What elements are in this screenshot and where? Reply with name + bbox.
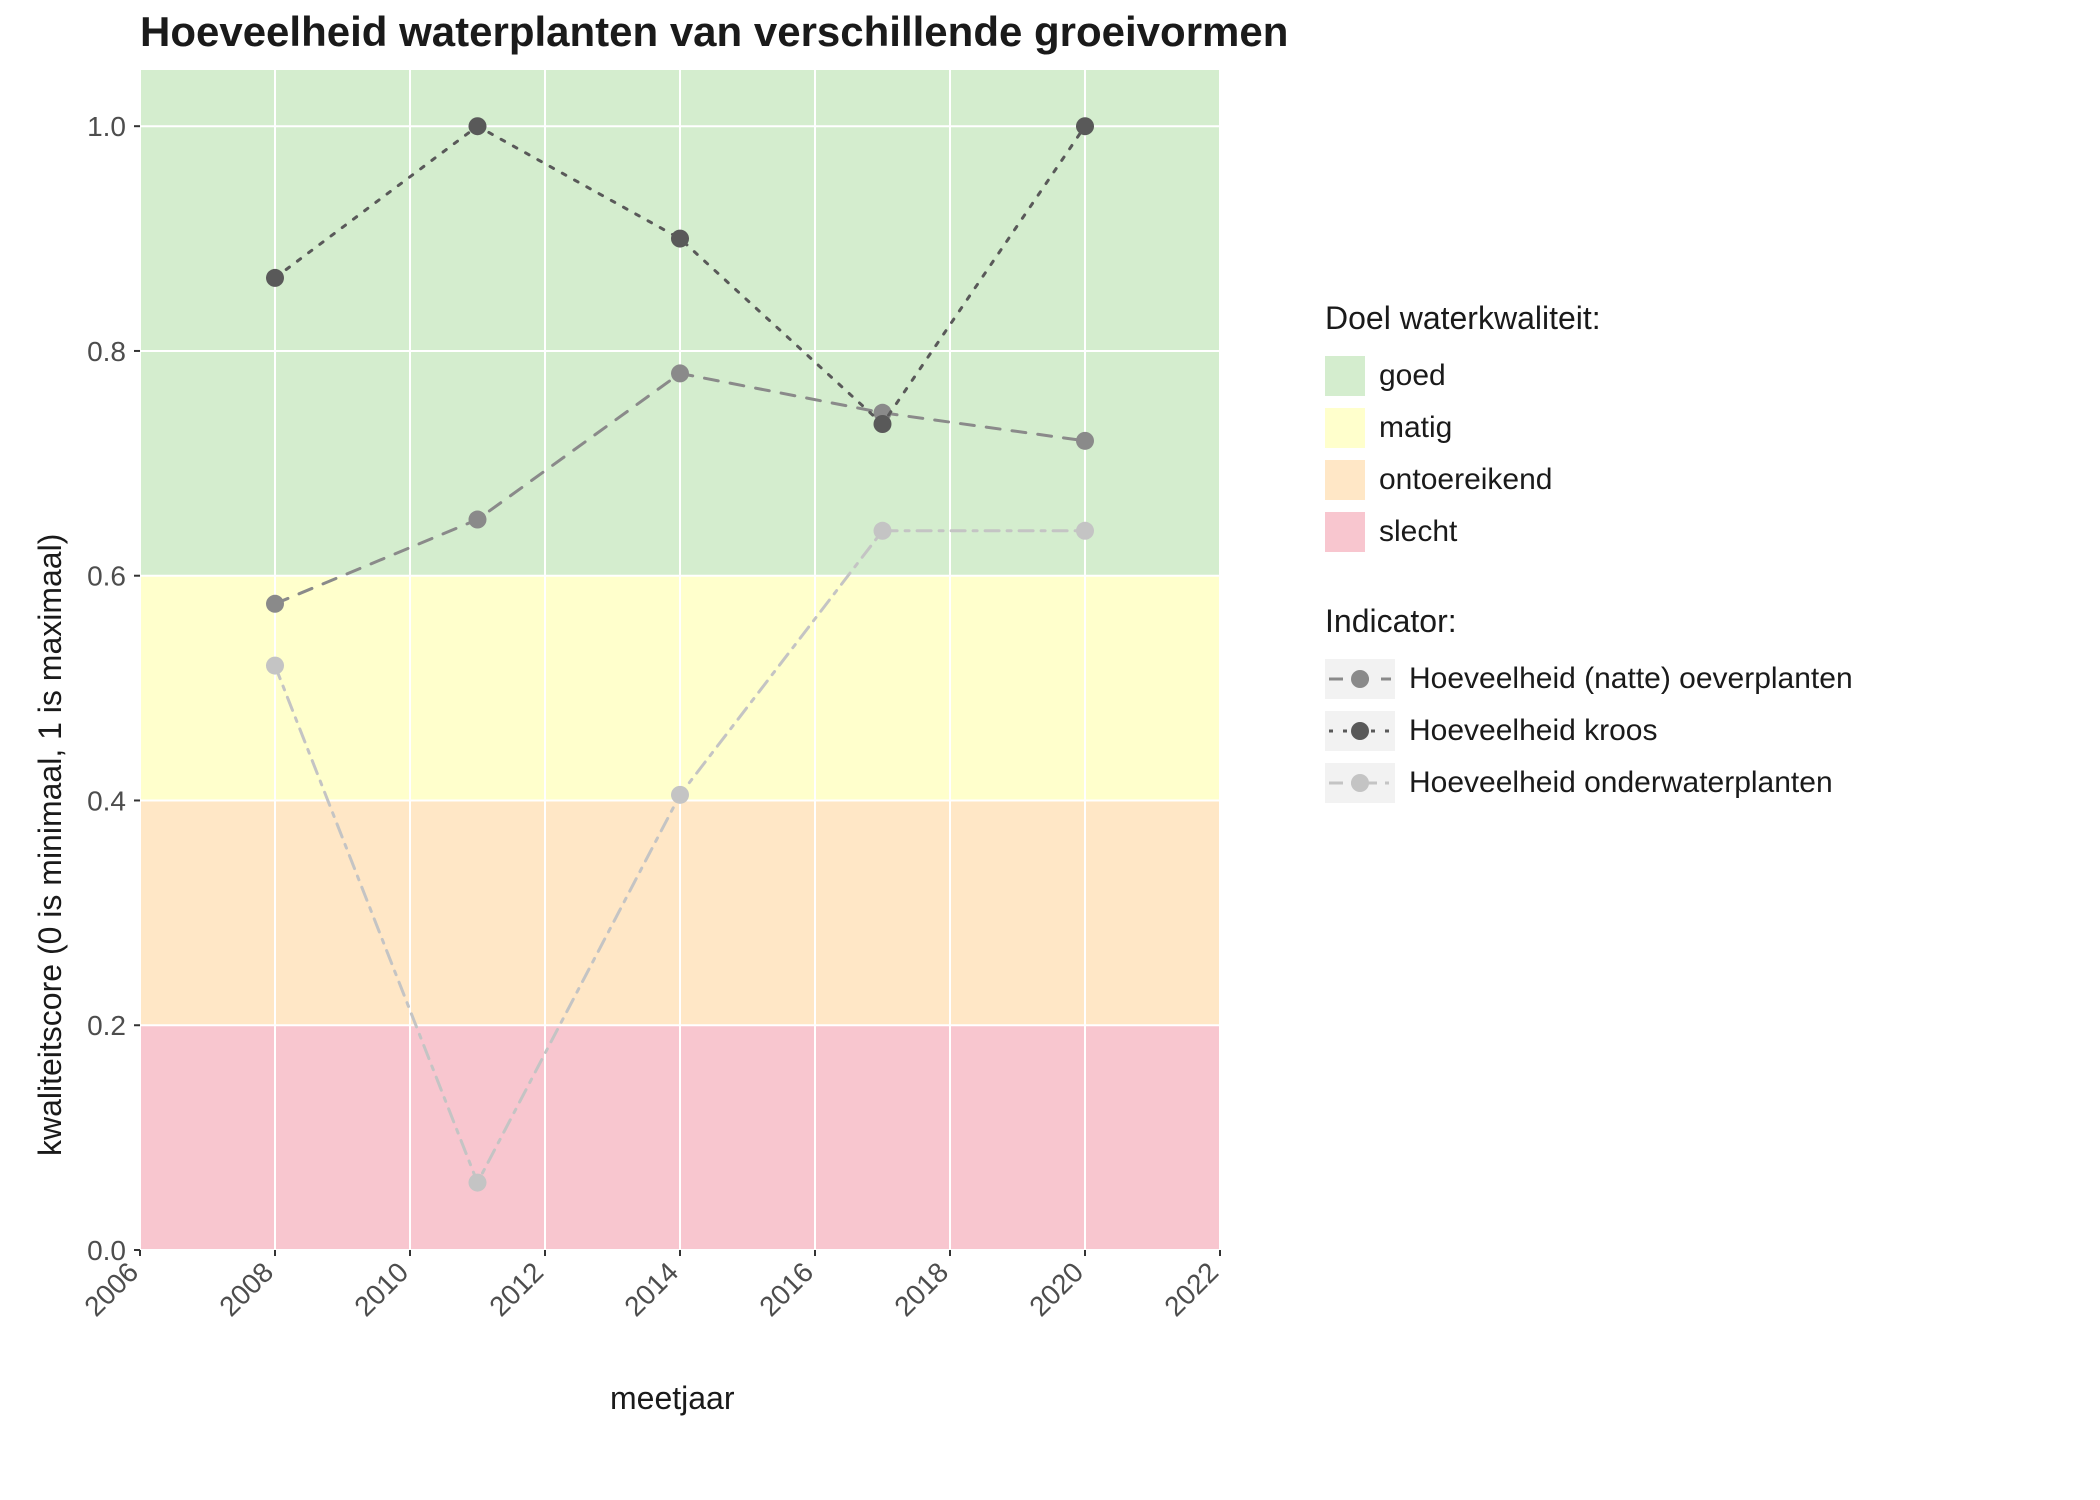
ytick-label: 0.4 xyxy=(87,785,126,816)
chart-container: Hoeveelheid waterplanten van verschillen… xyxy=(0,0,2100,1500)
legend-series-label: Hoeveelheid kroos xyxy=(1409,714,1657,748)
ytick-label: 0.6 xyxy=(87,561,126,592)
point-onderwaterplanten xyxy=(874,522,892,540)
point-kroos xyxy=(671,230,689,248)
legend-marker xyxy=(1325,659,1395,699)
legend: Doel waterkwaliteit: goed matig ontoereike… xyxy=(1325,300,1853,854)
legend-series: Indicator: Hoeveelheid (natte) oeverplan… xyxy=(1325,603,1853,804)
legend-swatch xyxy=(1325,356,1365,396)
legend-band-goed: goed xyxy=(1325,355,1853,397)
xtick-label: 2016 xyxy=(753,1256,819,1322)
point-oeverplanten xyxy=(469,511,487,529)
legend-band-matig: matig xyxy=(1325,407,1853,449)
point-kroos xyxy=(266,269,284,287)
point-kroos xyxy=(1076,117,1094,135)
legend-series-label: Hoeveelheid onderwaterplanten xyxy=(1409,766,1833,800)
legend-marker xyxy=(1325,763,1395,803)
point-oeverplanten xyxy=(1076,432,1094,450)
legend-swatch xyxy=(1325,460,1365,500)
xtick-label: 2008 xyxy=(213,1256,279,1322)
xtick-label: 2006 xyxy=(78,1256,144,1322)
ytick-label: 0.8 xyxy=(87,336,126,367)
legend-band-label: matig xyxy=(1379,411,1452,445)
point-oeverplanten xyxy=(266,595,284,613)
legend-marker xyxy=(1325,711,1395,751)
legend-series-onderwaterplanten: Hoeveelheid onderwaterplanten xyxy=(1325,762,1853,804)
point-kroos xyxy=(469,117,487,135)
xtick-label: 2014 xyxy=(618,1256,684,1322)
point-oeverplanten xyxy=(671,364,689,382)
ytick-label: 1.0 xyxy=(87,111,126,142)
xtick-label: 2012 xyxy=(483,1256,549,1322)
legend-band-label: slecht xyxy=(1379,515,1457,549)
point-kroos xyxy=(874,415,892,433)
legend-series-oeverplanten: Hoeveelheid (natte) oeverplanten xyxy=(1325,658,1853,700)
point-onderwaterplanten xyxy=(266,657,284,675)
legend-band-slecht: slecht xyxy=(1325,511,1853,553)
legend-series-title: Indicator: xyxy=(1325,603,1853,640)
legend-band-label: goed xyxy=(1379,359,1446,393)
legend-band-label: ontoereikend xyxy=(1379,463,1552,497)
legend-band-ontoereikend: ontoereikend xyxy=(1325,459,1853,501)
legend-bands-title: Doel waterkwaliteit: xyxy=(1325,300,1853,337)
ytick-label: 0.2 xyxy=(87,1010,126,1041)
legend-series-kroos: Hoeveelheid kroos xyxy=(1325,710,1853,752)
legend-series-label: Hoeveelheid (natte) oeverplanten xyxy=(1409,662,1853,696)
legend-bands: Doel waterkwaliteit: goed matig ontoereike… xyxy=(1325,300,1853,553)
xtick-label: 2018 xyxy=(888,1256,954,1322)
legend-swatch xyxy=(1325,512,1365,552)
point-onderwaterplanten xyxy=(469,1174,487,1192)
point-onderwaterplanten xyxy=(1076,522,1094,540)
xtick-label: 2010 xyxy=(348,1256,414,1322)
legend-swatch xyxy=(1325,408,1365,448)
xtick-label: 2022 xyxy=(1158,1256,1224,1322)
xtick-label: 2020 xyxy=(1023,1256,1089,1322)
point-onderwaterplanten xyxy=(671,786,689,804)
